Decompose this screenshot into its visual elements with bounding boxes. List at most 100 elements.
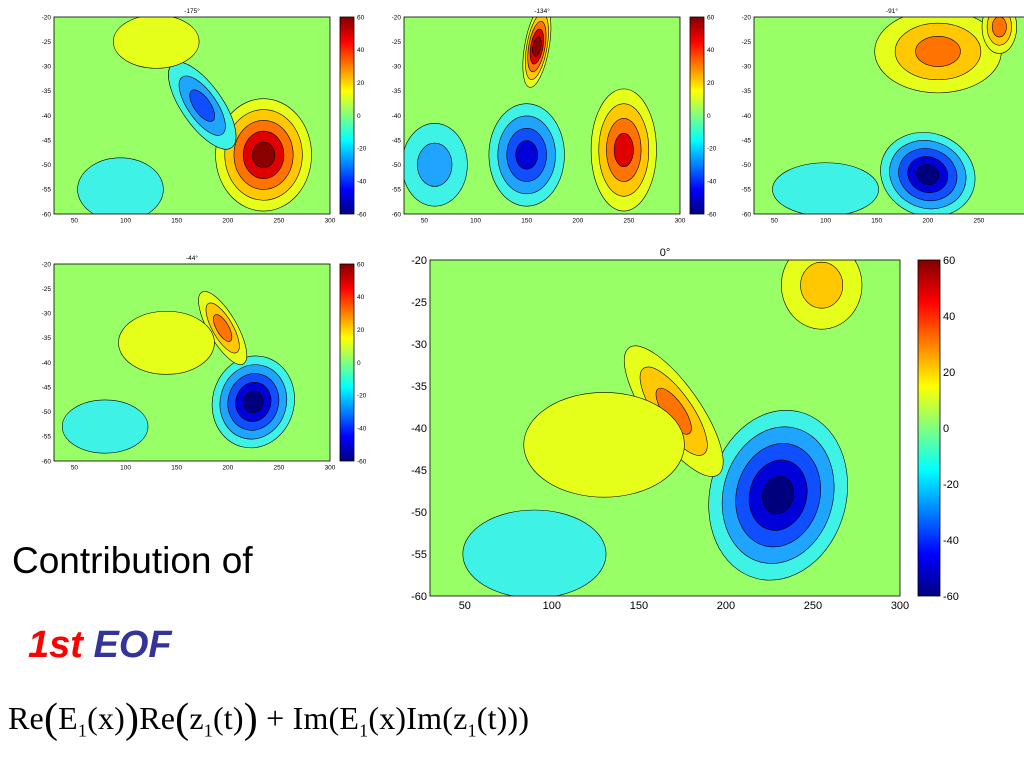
colorbar-tick-label: 0 — [357, 360, 361, 367]
colorbar-tick-label: -40 — [357, 425, 367, 432]
colorbar-tick-label: 20 — [707, 80, 715, 87]
eof-label: 1st EOF — [28, 624, 172, 667]
y-tick-label: -30 — [742, 64, 752, 71]
x-tick-label: 100 — [820, 218, 831, 225]
x-tick-label: 200 — [222, 218, 233, 225]
p1-svg: -175° -20 -25 -30 -35 -40 -45 -50 -55 -60 50 100 150… — [42, 7, 367, 225]
p4-svg: -44° -20 -25 -30 -35 -40 -45 -50 -55 -60 50 100 150 2… — [42, 254, 367, 472]
colorbar — [917, 259, 941, 597]
y-tick-label: -45 — [411, 465, 427, 477]
y-tick-label: -55 — [42, 434, 52, 441]
contour-field — [54, 264, 330, 461]
x-tick-label: 200 — [922, 218, 933, 225]
panel-title: -91° — [886, 7, 898, 15]
x-tick-label: 50 — [71, 218, 79, 225]
x-tick-label: 50 — [71, 465, 79, 472]
colorbar-tick-label: 60 — [357, 14, 365, 21]
x-tick-label: 50 — [421, 218, 429, 225]
colorbar-tick-label: -40 — [707, 178, 717, 185]
y-tick-label: -20 — [392, 14, 402, 21]
y-tick-label: -55 — [392, 187, 402, 194]
colorbar-tick-label: -60 — [707, 211, 717, 218]
y-tick-label: -50 — [742, 162, 752, 169]
colorbar-tick-label: -60 — [357, 458, 367, 465]
x-tick-label: 100 — [470, 218, 481, 225]
x-tick-label: 250 — [804, 600, 822, 612]
panel-minus-91: -91° -20 -25 -30 -35 -40 -45 -50 -55 -60 50 100 150 2… — [730, 5, 1024, 228]
y-tick-label: -45 — [742, 137, 752, 144]
y-tick-label: -55 — [742, 187, 752, 194]
y-tick-label: -20 — [42, 261, 52, 268]
y-tick-label: -40 — [42, 360, 52, 367]
y-tick-label: -25 — [42, 286, 52, 293]
y-tick-label: -60 — [42, 458, 52, 465]
y-tick-label: -25 — [392, 39, 402, 46]
colorbar-tick-label: 40 — [943, 311, 955, 323]
x-tick-label: 250 — [623, 218, 634, 225]
y-tick-label: -30 — [42, 311, 52, 318]
eof-word: EOF — [93, 624, 172, 666]
panel-minus-175: -175° -20 -25 -30 -35 -40 -45 -50 -55 -60 50 100 150… — [30, 5, 384, 228]
x-tick-label: 250 — [273, 218, 284, 225]
y-tick-label: -25 — [42, 39, 52, 46]
x-tick-label: 50 — [771, 218, 779, 225]
y-tick-label: -35 — [411, 381, 427, 393]
colorbar-tick-label: -20 — [943, 479, 959, 491]
y-tick-label: -25 — [742, 39, 752, 46]
y-tick-label: -35 — [42, 88, 52, 95]
y-tick-label: -35 — [392, 88, 402, 95]
colorbar — [339, 16, 355, 215]
panel-minus-134: -134° -20 -25 -30 -35 -40 -45 -50 -55 -60 50 100 150… — [380, 5, 734, 228]
y-tick-label: -35 — [742, 88, 752, 95]
y-tick-label: -20 — [42, 14, 52, 21]
x-tick-label: 100 — [120, 465, 131, 472]
x-tick-label: 200 — [222, 465, 233, 472]
y-tick-label: -30 — [392, 64, 402, 71]
x-tick-label: 300 — [325, 465, 336, 472]
y-tick-label: -40 — [42, 113, 52, 120]
y-tick-label: -25 — [411, 297, 427, 309]
x-tick-label: 150 — [171, 465, 182, 472]
colorbar-tick-label: 0 — [357, 113, 361, 120]
y-tick-label: -20 — [411, 255, 427, 267]
x-tick-label: 100 — [120, 218, 131, 225]
x-tick-label: 250 — [273, 465, 284, 472]
colorbar-tick-label: 0 — [707, 113, 711, 120]
colorbar-tick-label: -40 — [943, 535, 959, 547]
y-tick-label: -20 — [742, 14, 752, 21]
colorbar-tick-label: 0 — [943, 423, 949, 435]
panel-0: 0° -20 -25 -30 -35 -40 -45 -50 -55 -60 50 100 150 200… — [392, 240, 970, 618]
colorbar-tick-label: 40 — [357, 47, 365, 54]
panel-minus-44: -44° -20 -25 -30 -35 -40 -45 -50 -55 -60 50 100 150 2… — [30, 252, 384, 475]
y-tick-label: -50 — [392, 162, 402, 169]
x-tick-label: 250 — [973, 218, 984, 225]
colorbar-tick-label: 20 — [357, 327, 365, 334]
contour-field — [754, 17, 1024, 214]
contour-field — [54, 17, 330, 214]
colorbar-tick-label: 40 — [357, 294, 365, 301]
y-tick-label: -60 — [392, 211, 402, 218]
y-tick-label: -60 — [411, 591, 427, 603]
colorbar-tick-label: -20 — [357, 146, 367, 153]
y-tick-label: -60 — [742, 211, 752, 218]
x-tick-label: 300 — [675, 218, 686, 225]
p3-svg: -91° -20 -25 -30 -35 -40 -45 -50 -55 -60 50 100 150 2… — [742, 7, 1024, 225]
colorbar-tick-label: 60 — [357, 261, 365, 268]
colorbar-tick-label: 40 — [707, 47, 715, 54]
y-tick-label: -45 — [392, 137, 402, 144]
y-tick-label: -35 — [42, 335, 52, 342]
x-tick-label: 150 — [871, 218, 882, 225]
colorbar — [339, 263, 355, 462]
y-tick-label: -40 — [742, 113, 752, 120]
colorbar-tick-label: -20 — [707, 146, 717, 153]
y-tick-label: -30 — [42, 64, 52, 71]
x-tick-label: 200 — [572, 218, 583, 225]
x-tick-label: 200 — [717, 600, 735, 612]
y-tick-label: -30 — [411, 339, 427, 351]
colorbar-tick-label: 20 — [943, 367, 955, 379]
first-label: 1st — [28, 624, 83, 666]
x-tick-label: 50 — [459, 600, 471, 612]
contour-field — [404, 17, 680, 214]
contour-field — [430, 260, 900, 596]
y-tick-label: -55 — [42, 187, 52, 194]
